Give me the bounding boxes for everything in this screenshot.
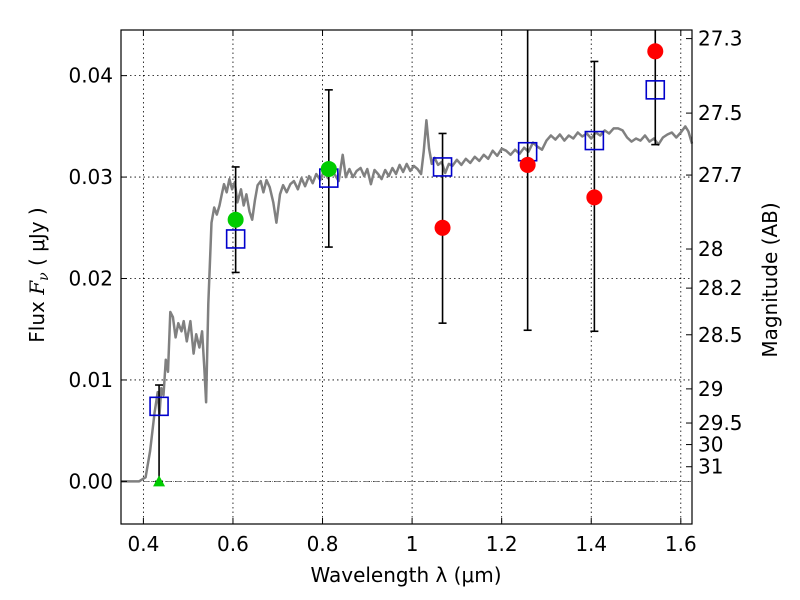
upper-limit-markers: [153, 475, 166, 487]
model-photometry-square: [645, 80, 666, 100]
y-tick-label: 0.01: [68, 368, 113, 392]
model-photometry-markers: [149, 80, 666, 417]
x-axis-title: Wavelength λ (μm): [310, 563, 501, 587]
magnitude-tick-label: 30: [698, 433, 723, 457]
magnitude-tick-label: 29: [698, 377, 723, 401]
x-tick-label: 1.4: [575, 532, 607, 556]
y-tick-label: 0.03: [68, 165, 113, 189]
magnitude-tick-label: 28.5: [698, 323, 743, 347]
magnitude-tick-label: 27.5: [698, 101, 743, 125]
model-photometry-square: [149, 396, 169, 417]
error-bar: [523, 30, 532, 332]
detection-point: [320, 160, 337, 177]
y-tick-label: 0.00: [68, 469, 113, 493]
y-axis-title-subscript: ν: [36, 272, 52, 281]
magnitude-tick-label: 27.7: [698, 163, 743, 187]
y-axis-title-symbol: F: [25, 280, 49, 296]
magnitude-tick-label: 27.3: [698, 27, 743, 51]
y-tick-label: 0.04: [68, 64, 113, 88]
plot-frame: [120, 29, 693, 525]
model-spectrum-line: [121, 119, 694, 483]
x-tick-labels: 0.4 0.6 0.8 1 1.2 1.4 1.6: [127, 532, 696, 556]
x-tick-label: 0.6: [217, 532, 249, 556]
upper-limit-triangle: [153, 475, 166, 487]
y-axis-title-suffix: ( μJy ): [25, 207, 49, 272]
magnitude-axis-title: Magnitude (AB): [758, 202, 782, 357]
detection-point: [647, 43, 664, 60]
detection-point: [434, 219, 451, 236]
x-tick-label: 1: [406, 532, 419, 556]
model-photometry-square: [432, 157, 453, 177]
model-photometry-square: [225, 229, 246, 249]
model-spectrum: [121, 119, 694, 483]
y-axis-title: Flux Fν ( μJy ): [25, 207, 52, 342]
y-axis-title-prefix: Flux: [25, 295, 49, 343]
y-tick-labels: 0.00 0.01 0.02 0.03 0.04: [68, 64, 113, 494]
model-photometry-square: [584, 130, 605, 151]
magnitude-tick-label: 28.2: [698, 276, 743, 300]
detection-point: [519, 156, 536, 173]
x-tick-label: 0.4: [127, 532, 159, 556]
magnitude-tick-label: 29.5: [698, 411, 743, 435]
magnitude-tick-label: 28: [698, 237, 723, 261]
grid-lines: [121, 30, 692, 524]
detection-point: [586, 189, 603, 206]
x-tick-label: 1.2: [486, 532, 518, 556]
y-tick-label: 0.02: [68, 267, 113, 291]
x-tick-label: 1.6: [665, 532, 697, 556]
error-bars: [155, 30, 660, 483]
magnitude-tick-label: 31: [698, 455, 723, 479]
detections: [227, 43, 664, 236]
x-tick-label: 0.8: [307, 532, 339, 556]
detection-point: [227, 211, 244, 228]
axis-ticks: [121, 30, 692, 524]
